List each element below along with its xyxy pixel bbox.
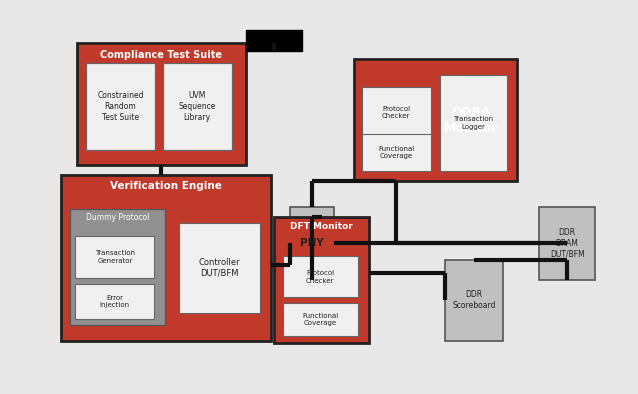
- Text: DDR4
Monitor: DDR4 Monitor: [444, 106, 498, 135]
- FancyBboxPatch shape: [70, 209, 165, 325]
- Text: DDR
Scoreboard: DDR Scoreboard: [452, 290, 496, 310]
- FancyBboxPatch shape: [75, 284, 154, 319]
- FancyBboxPatch shape: [86, 63, 155, 150]
- FancyBboxPatch shape: [445, 260, 503, 341]
- Text: Dummy Protocol: Dummy Protocol: [85, 213, 149, 222]
- Text: Functional
Coverage: Functional Coverage: [302, 313, 338, 326]
- FancyBboxPatch shape: [539, 207, 595, 280]
- FancyBboxPatch shape: [290, 207, 334, 280]
- FancyBboxPatch shape: [440, 75, 507, 171]
- Text: Functional
Coverage: Functional Coverage: [378, 146, 414, 160]
- FancyBboxPatch shape: [283, 256, 358, 297]
- Text: Protocol
Checker: Protocol Checker: [306, 270, 334, 284]
- Text: UVM
Sequence
Library: UVM Sequence Library: [179, 91, 216, 122]
- FancyBboxPatch shape: [362, 87, 431, 138]
- FancyBboxPatch shape: [362, 134, 431, 171]
- Text: PHY: PHY: [300, 238, 324, 248]
- FancyBboxPatch shape: [246, 30, 302, 51]
- Text: DDR
DRAM
DUT/BFM: DDR DRAM DUT/BFM: [550, 228, 584, 259]
- Text: Controller
DUT/BFM: Controller DUT/BFM: [198, 258, 241, 278]
- Text: Transaction
Logger: Transaction Logger: [454, 116, 493, 130]
- Text: Verification Engine: Verification Engine: [110, 181, 222, 191]
- Text: Transaction
Generator: Transaction Generator: [95, 250, 135, 264]
- FancyBboxPatch shape: [163, 63, 232, 150]
- FancyBboxPatch shape: [283, 303, 358, 336]
- Text: Protocol
Checker: Protocol Checker: [382, 106, 410, 119]
- Text: Error
Injection: Error Injection: [100, 295, 130, 308]
- FancyBboxPatch shape: [77, 43, 246, 165]
- Text: Constrained
Random
Test Suite: Constrained Random Test Suite: [98, 91, 144, 122]
- FancyBboxPatch shape: [75, 236, 154, 278]
- FancyBboxPatch shape: [179, 223, 260, 313]
- FancyBboxPatch shape: [61, 175, 271, 341]
- FancyBboxPatch shape: [274, 217, 369, 343]
- FancyBboxPatch shape: [354, 59, 517, 181]
- Text: Compliance Test Suite: Compliance Test Suite: [100, 50, 222, 60]
- Text: DFT Monitor: DFT Monitor: [290, 222, 353, 231]
